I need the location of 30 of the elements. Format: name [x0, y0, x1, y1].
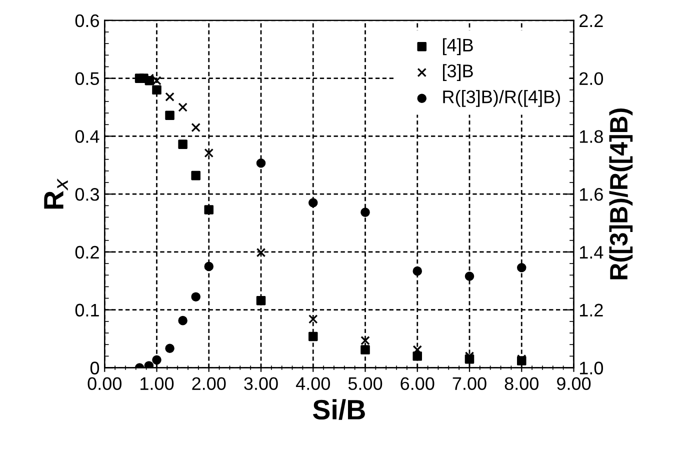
x-tick-label: 8.00: [504, 377, 538, 390]
y-tick-label: 0.3: [75, 188, 99, 201]
y-axis-title: R$_{x}$: [44, 178, 68, 209]
y2-tick-label: 2.0: [580, 72, 604, 86]
y2-tick-label: 1.6: [580, 188, 603, 201]
x-tick-label: 2.00: [192, 377, 226, 390]
x-tick-label: 4.00: [296, 377, 330, 390]
y2-tick-label: 1.0: [580, 362, 604, 374]
x-tick-label: 9.00: [557, 377, 591, 390]
y-tick-label: 0: [90, 362, 100, 374]
y2-tick-label: 1.4: [580, 246, 604, 259]
x-tick-label: 6.00: [400, 377, 434, 390]
x-axis-title: Si/B: [312, 399, 365, 420]
x-tick-label: 3.00: [244, 377, 278, 390]
legend-label: R([3]B)/R([4]B): [443, 90, 560, 107]
x-tick-label: 0.00: [88, 377, 122, 390]
y-tick-label: 0.6: [75, 14, 99, 28]
y2-tick-label: 1.2: [580, 304, 603, 316]
x-tick-label: 1.00: [140, 377, 174, 390]
y-tick-label: 0.5: [75, 72, 100, 86]
y-tick-label: 0.4: [75, 130, 100, 143]
x-tick-label: 7.00: [452, 377, 486, 390]
y2-tick-label: 1.8: [580, 130, 603, 143]
x-tick-label: 5.00: [348, 377, 382, 390]
y2-axis-title: R([3]B)/R([4]B): [609, 108, 633, 280]
legend-label: [3]B: [443, 64, 473, 81]
legend-label: [4]B: [443, 38, 473, 56]
y-tick-label: 0.2: [75, 246, 99, 259]
y-tick-label: 0.1: [75, 304, 99, 317]
y2-tick-label: 2.2: [580, 14, 603, 27]
